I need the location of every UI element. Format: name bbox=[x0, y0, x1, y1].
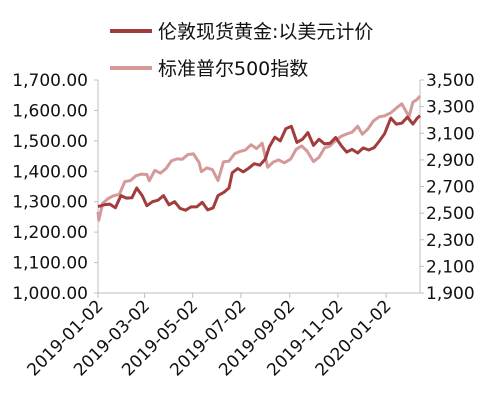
right-tick-label: 2,700 bbox=[426, 178, 475, 198]
left-tick-label: 1,400.00 bbox=[12, 162, 88, 182]
right-tick-label: 3,100 bbox=[426, 124, 475, 144]
left-tick-label: 1,600.00 bbox=[12, 101, 88, 121]
series-layer bbox=[96, 95, 422, 222]
right-tick-label: 2,500 bbox=[426, 204, 475, 224]
left-tick-label: 1,100.00 bbox=[12, 254, 88, 274]
axes: 1,000.00 1,100.00 1,200.00 1,300.00 1,400.00… bbox=[12, 71, 474, 380]
left-tick-label: 1,300.00 bbox=[12, 193, 88, 213]
series-line-gold bbox=[97, 114, 422, 212]
right-tick-label: 2,300 bbox=[426, 231, 475, 251]
series-line-sp500 bbox=[96, 95, 422, 222]
left-tick-label: 1,700.00 bbox=[12, 71, 88, 91]
right-tick-label: 2,100 bbox=[426, 257, 475, 277]
right-tick-label: 2,900 bbox=[426, 151, 475, 171]
legend-label-sp500: 标准普尔500指数 bbox=[158, 58, 308, 80]
right-tick-label: 3,300 bbox=[426, 98, 475, 118]
legend: 伦敦现货黄金:以美元计价 标准普尔500指数 bbox=[110, 21, 373, 80]
left-tick-label: 1,000.00 bbox=[12, 284, 88, 304]
left-tick-label: 1,500.00 bbox=[12, 132, 88, 152]
left-tick-label: 1,200.00 bbox=[12, 223, 88, 243]
right-tick-label: 3,500 bbox=[426, 71, 475, 91]
right-tick-label: 1,900 bbox=[426, 284, 475, 304]
legend-label-gold: 伦敦现货黄金:以美元计价 bbox=[158, 21, 373, 43]
